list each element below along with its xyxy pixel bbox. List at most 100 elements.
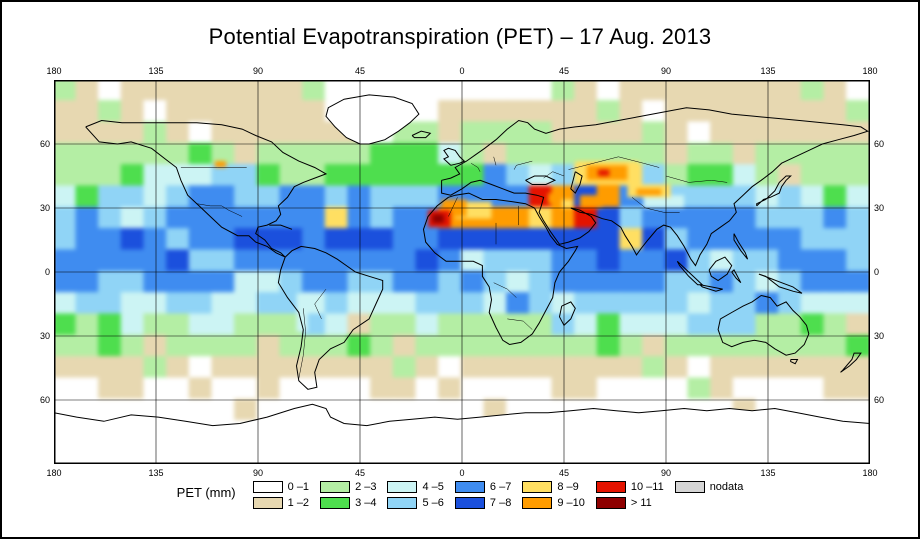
lon-tick-bottom: 180 bbox=[862, 468, 878, 478]
coast-borneo bbox=[708, 256, 733, 282]
landmass-greenland bbox=[325, 94, 420, 145]
lat-tick-right: 60 bbox=[874, 139, 885, 149]
legend-column: 6 –7 7 –8 bbox=[454, 480, 512, 509]
legend-bin-label: 4 –5 bbox=[422, 480, 444, 493]
coast-new-guinea bbox=[758, 273, 803, 294]
legend-swatch bbox=[595, 496, 626, 509]
coast-cuba bbox=[269, 224, 293, 230]
graticule bbox=[54, 80, 870, 464]
coast-eurasia bbox=[441, 107, 869, 267]
legend-entry: 10 –11 bbox=[595, 480, 664, 493]
lon-tick-bottom: 135 bbox=[760, 468, 776, 478]
legend-bin-label: 5 –6 bbox=[422, 496, 444, 509]
coast-iceland bbox=[411, 130, 432, 139]
coast-tasmania bbox=[790, 359, 799, 365]
map-frame bbox=[54, 80, 870, 464]
legend-column: nodata bbox=[674, 480, 744, 509]
lat-tick-right: 0 bbox=[874, 267, 880, 277]
legend-entry: 2 –3 bbox=[320, 480, 376, 493]
lat-tick-left: 30 bbox=[39, 203, 50, 213]
coast-new-zealand bbox=[840, 352, 862, 373]
coast-africa bbox=[422, 192, 579, 346]
map-area: 180 180 135 135 90 90 45 45 0 0 45 45 90 90 135 135 180 1… bbox=[40, 66, 884, 478]
legend-swatch bbox=[320, 496, 351, 509]
coast-australia bbox=[717, 294, 810, 356]
lon-tick-top: 180 bbox=[46, 66, 62, 76]
legend-column: 0 –1 1 –2 bbox=[252, 480, 310, 509]
legend-entry: 8 –9 bbox=[522, 480, 585, 493]
coast-madagascar bbox=[558, 301, 576, 327]
legend-columns: 0 –1 1 –2 2 –3 3 –4 4 –5 5 –6 6 –7 7 –8 8 –9 9 –1… bbox=[252, 480, 744, 509]
legend-column: 8 –9 9 –10 bbox=[522, 480, 585, 509]
legend-entry: 5 –6 bbox=[387, 496, 444, 509]
country-borders bbox=[180, 156, 728, 379]
legend-swatch bbox=[252, 480, 283, 493]
legend-bin-label: > 11 bbox=[630, 496, 652, 509]
legend-swatch bbox=[454, 496, 485, 509]
lon-tick-bottom: 180 bbox=[46, 468, 62, 478]
legend-entry: 0 –1 bbox=[252, 480, 309, 493]
legend-entry: 6 –7 bbox=[454, 480, 512, 493]
lat-tick-left: 30 bbox=[39, 331, 50, 341]
coast-java bbox=[699, 284, 723, 292]
lon-tick-top: 90 bbox=[252, 66, 263, 76]
legend-column: 4 –5 5 –6 bbox=[387, 480, 444, 509]
legend-column: 10 –11 > 11 bbox=[595, 480, 664, 509]
lon-tick-top: 135 bbox=[760, 66, 776, 76]
legend-entry: 4 –5 bbox=[387, 480, 444, 493]
lake-caspian-sea bbox=[570, 171, 583, 194]
coastlines bbox=[85, 107, 869, 390]
legend-entry: > 11 bbox=[595, 496, 664, 509]
lon-tick-top: 45 bbox=[558, 66, 569, 76]
lake-black-sea bbox=[525, 175, 557, 185]
legend-bin-label: 10 –11 bbox=[630, 480, 664, 493]
legend-swatch bbox=[252, 496, 283, 509]
legend-column: 2 –3 3 –4 bbox=[320, 480, 376, 509]
lon-tick-bottom: 45 bbox=[558, 468, 569, 478]
legend-swatch bbox=[387, 496, 418, 509]
legend-bin-label: 1 –2 bbox=[287, 496, 310, 509]
lat-tick-left: 60 bbox=[39, 139, 50, 149]
legend-swatch bbox=[454, 480, 485, 493]
legend-title: PET (mm) bbox=[176, 485, 236, 500]
lat-tick-left: 60 bbox=[39, 395, 50, 405]
coast-sulawesi bbox=[731, 269, 742, 284]
legend-swatch bbox=[674, 480, 705, 493]
legend-swatch bbox=[522, 496, 553, 509]
legend-entry: 7 –8 bbox=[454, 496, 512, 509]
legend-entry: 1 –2 bbox=[252, 496, 310, 509]
lon-tick-top: 45 bbox=[354, 66, 365, 76]
figure-title: Potential Evapotranspiration (PET) – 17 … bbox=[208, 24, 712, 49]
lon-tick-bottom: 45 bbox=[354, 468, 365, 478]
legend: PET (mm) 0 –1 1 –2 2 –3 3 –4 4 –5 5 –6 6 –7 7 –… bbox=[2, 480, 918, 509]
coast-north-america bbox=[85, 119, 328, 258]
lon-tick-bottom: 135 bbox=[148, 468, 164, 478]
legend-swatch bbox=[387, 480, 418, 493]
legend-entry: 9 –10 bbox=[522, 496, 585, 509]
legend-entry: 3 –4 bbox=[320, 496, 376, 509]
legend-bin-label: 6 –7 bbox=[489, 480, 512, 493]
lat-tick-right: 30 bbox=[874, 331, 885, 341]
legend-bin-label: 2 –3 bbox=[355, 480, 377, 493]
legend-bin-label: nodata bbox=[709, 480, 744, 493]
lat-tick-left: 0 bbox=[44, 267, 50, 277]
legend-bin-label: 8 –9 bbox=[557, 480, 579, 493]
lon-tick-bottom: 90 bbox=[660, 468, 671, 478]
coast-philippines bbox=[733, 233, 749, 260]
coast-japan bbox=[756, 175, 792, 207]
lon-tick-bottom: 90 bbox=[252, 468, 263, 478]
legend-swatch bbox=[595, 480, 626, 493]
legend-entry: nodata bbox=[674, 480, 744, 493]
lon-tick-top: 135 bbox=[148, 66, 164, 76]
coast-united-kingdom bbox=[443, 147, 466, 166]
legend-swatch bbox=[522, 480, 553, 493]
lat-tick-right: 30 bbox=[874, 203, 885, 213]
legend-bin-label: 3 –4 bbox=[355, 496, 377, 509]
legend-bin-label: 7 –8 bbox=[489, 496, 512, 509]
legend-bin-label: 9 –10 bbox=[557, 496, 585, 509]
legend-swatch bbox=[320, 480, 351, 493]
coast-south-america bbox=[277, 245, 384, 390]
lon-tick-bottom: 0 bbox=[459, 468, 465, 478]
lon-tick-top: 90 bbox=[660, 66, 671, 76]
